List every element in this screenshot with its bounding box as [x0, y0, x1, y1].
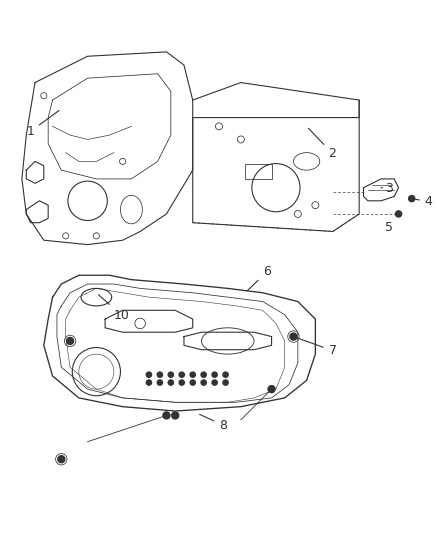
Circle shape — [201, 372, 206, 377]
Circle shape — [179, 372, 184, 377]
Text: 2: 2 — [308, 128, 336, 160]
Circle shape — [58, 456, 65, 463]
Circle shape — [168, 380, 173, 385]
Text: 7: 7 — [296, 337, 336, 357]
Text: 1: 1 — [26, 110, 59, 138]
Text: 8: 8 — [200, 414, 227, 432]
Circle shape — [223, 380, 228, 385]
Circle shape — [212, 372, 217, 377]
Circle shape — [146, 380, 152, 385]
Circle shape — [290, 333, 297, 340]
Text: 6: 6 — [247, 265, 271, 291]
Circle shape — [172, 412, 179, 419]
Bar — [245, 164, 272, 179]
Circle shape — [190, 380, 195, 385]
Circle shape — [212, 380, 217, 385]
Circle shape — [157, 380, 162, 385]
Circle shape — [168, 372, 173, 377]
Circle shape — [190, 372, 195, 377]
Text: 3: 3 — [381, 182, 393, 195]
Text: 4: 4 — [414, 195, 433, 208]
Circle shape — [409, 196, 415, 201]
Circle shape — [67, 337, 74, 344]
Circle shape — [223, 372, 228, 377]
Circle shape — [268, 386, 275, 393]
Circle shape — [146, 372, 152, 377]
Text: 5: 5 — [385, 216, 397, 235]
Circle shape — [396, 211, 402, 217]
Circle shape — [179, 380, 184, 385]
Circle shape — [201, 380, 206, 385]
Circle shape — [163, 412, 170, 419]
Text: 10: 10 — [99, 295, 130, 322]
Circle shape — [157, 372, 162, 377]
